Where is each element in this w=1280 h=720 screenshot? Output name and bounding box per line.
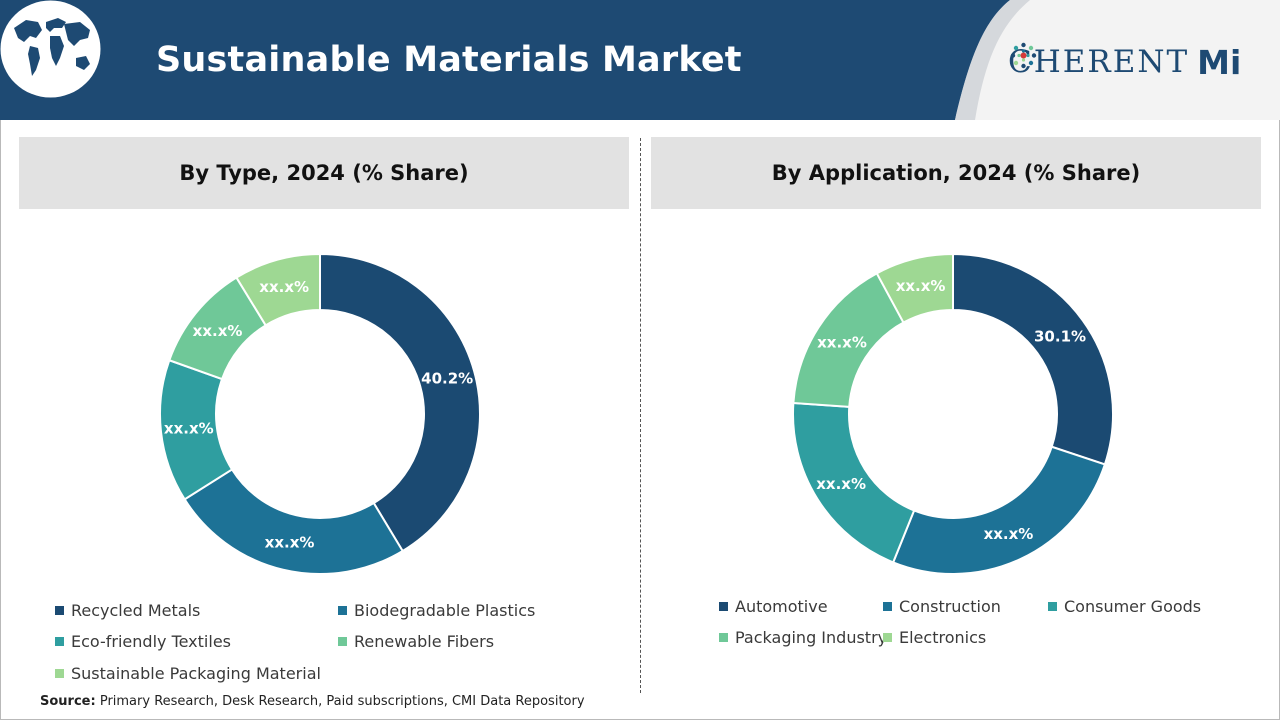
logo-dotted-o-icon (1010, 42, 1037, 69)
header-band: Sustainable Materials Market C HERENT Mi (0, 0, 1280, 120)
globe-icon (0, 0, 101, 98)
source-text: Primary Research, Desk Research, Paid su… (99, 694, 585, 709)
legend-swatch (883, 633, 892, 642)
legend-item-construction: Construction (883, 597, 1001, 616)
data-label-consumer-goods: xx.x% (816, 475, 866, 493)
legend-label: Renewable Fibers (354, 632, 495, 651)
data-label-construction: xx.x% (984, 525, 1034, 543)
legend-item-biodegradable-plastics: Biodegradable Plastics (338, 601, 535, 620)
legend-swatch (55, 669, 64, 678)
legend-item-automotive: Automotive (719, 597, 828, 616)
header-background (0, 0, 1280, 120)
legend-item-eco-friendly-textiles: Eco-friendly Textiles (55, 632, 231, 651)
logo-letter-c: C (1008, 44, 1034, 80)
data-label-sustainable-packaging-material: xx.x% (259, 278, 309, 296)
slice-electronics (875, 252, 954, 324)
legend-label: Packaging Industry (735, 628, 888, 647)
slice-biodegradable-plastics (183, 468, 405, 575)
page-title: Sustainable Materials Market (156, 40, 742, 80)
legend-item-recycled-metals: Recycled Metals (55, 601, 200, 620)
logo-letters-herent: HERENT (1033, 44, 1190, 80)
data-label-automotive: 30.1% (1034, 328, 1086, 346)
legend-item-electronics: Electronics (883, 628, 986, 647)
legend-swatch (1048, 602, 1057, 611)
data-label-recycled-metals: 40.2% (421, 370, 473, 388)
slice-construction (891, 445, 1107, 575)
legend-item-packaging-industry: Packaging Industry (719, 628, 887, 647)
legend-swatch (55, 606, 64, 615)
data-label-packaging-industry: xx.x% (817, 334, 867, 352)
slice-recycled-metals (319, 252, 481, 553)
legend-swatch (338, 606, 347, 615)
chart-title-by-application: By Application, 2024 (% Share) (651, 137, 1261, 209)
legend-swatch (719, 633, 728, 642)
legend-label: Sustainable Packaging Material (71, 664, 321, 683)
logo-letters-mi: Mi (1197, 42, 1242, 82)
legend-item-consumer-goods: Consumer Goods (1048, 597, 1201, 616)
chart-title-by-type: By Type, 2024 (% Share) (19, 137, 629, 209)
legend-label: Electronics (899, 628, 987, 647)
source-label: Source: (40, 694, 96, 709)
legend-item-sustainable-packaging-material: Sustainable Packaging Material (55, 664, 321, 683)
data-label-renewable-fibers: xx.x% (193, 322, 243, 340)
slice-automotive (952, 252, 1114, 466)
legend-label: Construction (899, 597, 1001, 616)
slice-sustainable-packaging-material (235, 252, 321, 327)
data-label-eco-friendly-textiles: xx.x% (164, 419, 214, 437)
source-note: Source: Primary Research, Desk Research,… (40, 694, 585, 709)
legend-label: Recycled Metals (71, 601, 201, 620)
coherent-mi-logo: C HERENT Mi (1008, 42, 1241, 82)
legend-swatch (55, 637, 64, 646)
legend-label: Eco-friendly Textiles (71, 632, 231, 651)
legend-swatch (338, 637, 347, 646)
legend-label: Biodegradable Plastics (354, 601, 536, 620)
panel-divider (640, 138, 641, 693)
donut-chart-by-application: 30.1% xx.x% xx.x% xx.x% xx.x% (792, 252, 1114, 575)
legend-swatch (883, 602, 892, 611)
data-label-biodegradable-plastics: xx.x% (265, 533, 315, 551)
data-label-electronics: xx.x% (896, 277, 946, 295)
legend-label: Automotive (735, 597, 828, 616)
legend-swatch (719, 602, 728, 611)
legend-label: Consumer Goods (1064, 597, 1202, 616)
legend-item-renewable-fibers: Renewable Fibers (338, 632, 494, 651)
donut-chart-by-type: 40.2% xx.x% xx.x% xx.x% xx.x% (159, 252, 481, 575)
